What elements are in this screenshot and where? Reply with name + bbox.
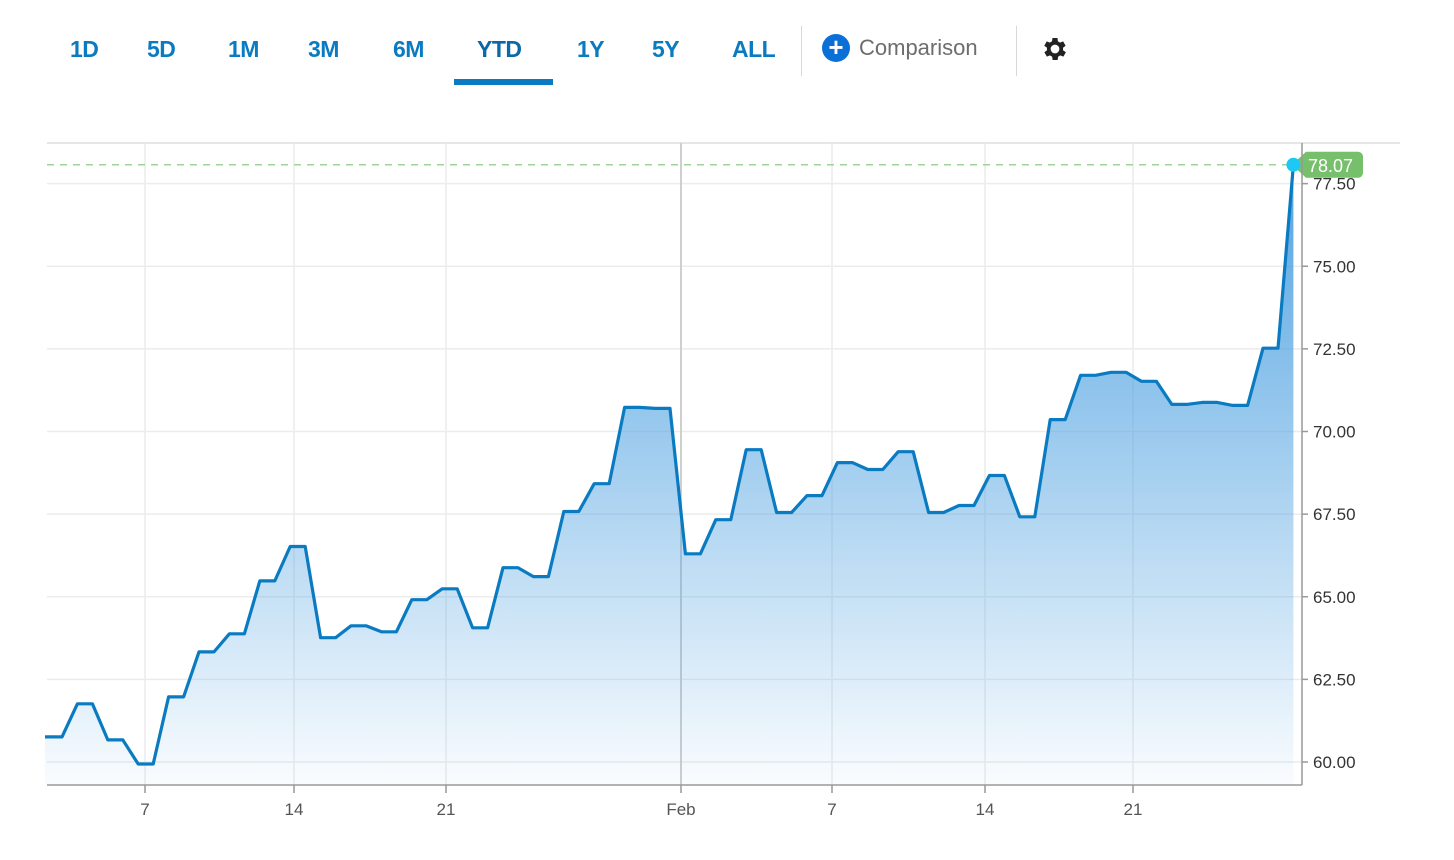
tab-6m[interactable]: 6M bbox=[393, 36, 424, 62]
tab-1d[interactable]: 1D bbox=[70, 36, 99, 62]
x-tick-label: 21 bbox=[1124, 800, 1143, 819]
tab-1m[interactable]: 1M bbox=[228, 36, 259, 62]
x-tick-label: Feb bbox=[666, 800, 695, 819]
divider bbox=[1016, 26, 1017, 76]
y-tick-label: 70.00 bbox=[1313, 423, 1356, 442]
tab-1y[interactable]: 1Y bbox=[577, 36, 605, 62]
y-tick-label: 77.50 bbox=[1313, 175, 1356, 194]
y-tick-label: 67.50 bbox=[1313, 505, 1356, 524]
tab-all[interactable]: ALL bbox=[732, 36, 776, 62]
y-tick-label: 65.00 bbox=[1313, 588, 1356, 607]
comparison-label: Comparison bbox=[859, 35, 978, 60]
tab-5d[interactable]: 5D bbox=[147, 36, 176, 62]
y-tick-label: 62.50 bbox=[1313, 670, 1356, 689]
y-tick-label: 75.00 bbox=[1313, 257, 1356, 276]
y-tick-label: 60.00 bbox=[1313, 753, 1356, 772]
x-tick-label: 21 bbox=[437, 800, 456, 819]
gear-icon[interactable] bbox=[1040, 34, 1070, 64]
last-value-badge bbox=[1292, 151, 1363, 178]
last-value-marker bbox=[1286, 157, 1301, 172]
comparison-button[interactable]: + Comparison bbox=[822, 34, 978, 62]
x-tick-label: 7 bbox=[140, 800, 149, 819]
tab-ytd[interactable]: YTD bbox=[477, 36, 522, 62]
tab-3m[interactable]: 3M bbox=[308, 36, 339, 62]
divider bbox=[801, 26, 802, 76]
y-tick-label: 72.50 bbox=[1313, 340, 1356, 359]
x-tick-label: 14 bbox=[976, 800, 995, 819]
x-tick-label: 14 bbox=[285, 800, 304, 819]
x-tick-label: 7 bbox=[827, 800, 836, 819]
tab-5y[interactable]: 5Y bbox=[652, 36, 680, 62]
price-line bbox=[45, 164, 1295, 766]
plus-circle-icon: + bbox=[822, 34, 850, 62]
area-fill bbox=[45, 164, 1294, 786]
last-value-label: 78.07 bbox=[1308, 156, 1353, 176]
active-tab-indicator bbox=[454, 79, 553, 85]
